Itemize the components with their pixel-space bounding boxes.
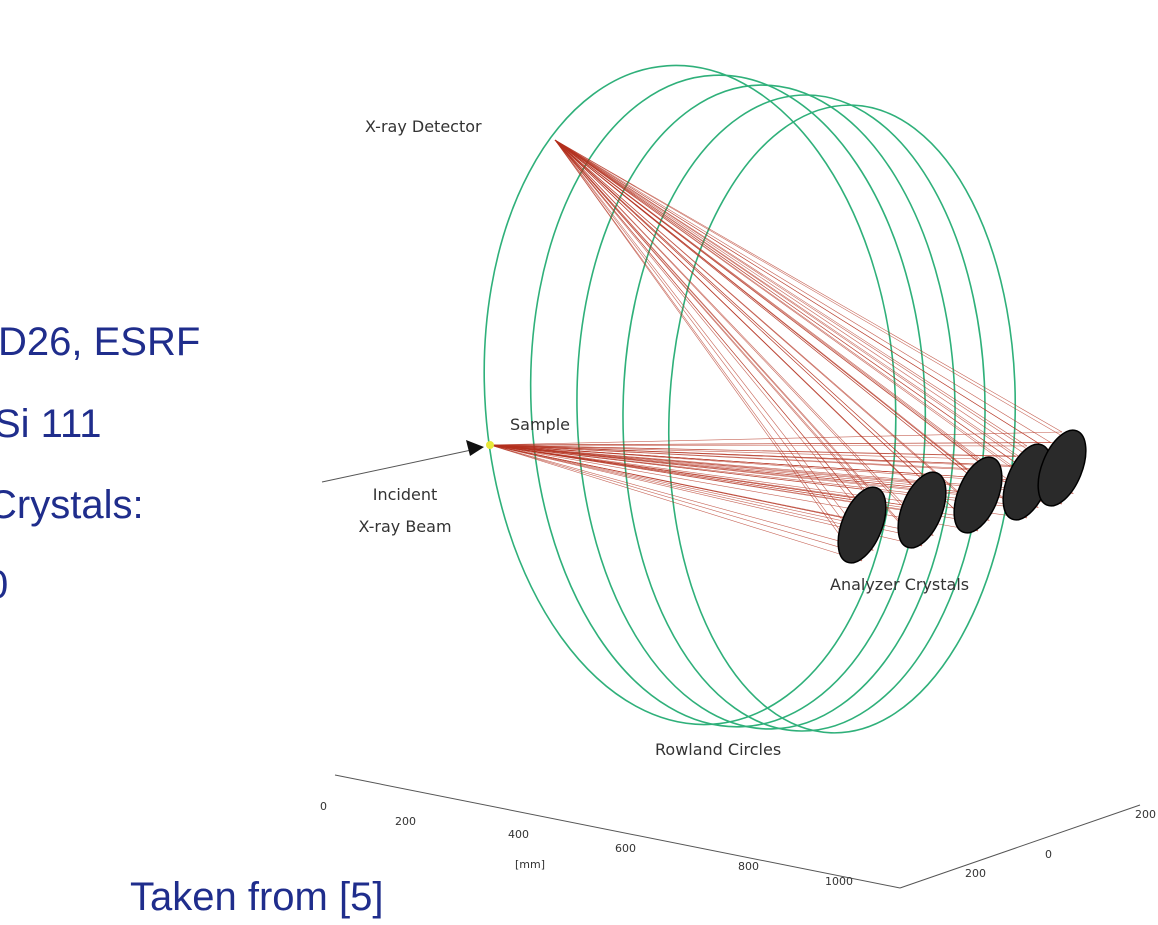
crystal xyxy=(837,486,887,564)
ray xyxy=(489,444,1028,447)
ray xyxy=(554,139,1012,483)
ray xyxy=(489,444,911,536)
rowland-circle xyxy=(622,94,986,732)
beam-label: X-ray Beam xyxy=(358,517,451,536)
y-tick-label: 200 xyxy=(1135,808,1156,821)
ray xyxy=(489,442,1074,446)
x-tick-label: 600 xyxy=(615,842,636,855)
beam-arrow xyxy=(321,448,477,483)
ray xyxy=(554,139,934,485)
sample-point xyxy=(486,441,494,449)
ray xyxy=(489,431,1063,446)
ray xyxy=(554,139,1074,494)
ray xyxy=(489,444,979,532)
ray xyxy=(554,139,1079,469)
detector-label: X-ray Detector xyxy=(365,117,482,136)
ray xyxy=(554,139,1074,443)
crystal xyxy=(1037,429,1087,507)
ray xyxy=(554,139,907,511)
rowland-circle xyxy=(576,84,956,730)
sample-label: Sample xyxy=(510,415,570,434)
ray xyxy=(554,139,1016,457)
crystal xyxy=(953,456,1003,534)
y-tick-label: 200 xyxy=(965,867,986,880)
ray xyxy=(554,139,939,511)
ray xyxy=(489,444,874,551)
ray xyxy=(554,139,1028,447)
ray xyxy=(489,444,967,521)
ray xyxy=(554,139,851,500)
ray xyxy=(554,139,963,496)
ray xyxy=(554,139,1063,505)
ray xyxy=(554,139,1039,508)
slide-line: Si 111 xyxy=(0,402,101,446)
analyzer-crystals xyxy=(837,429,1087,564)
ray xyxy=(489,444,847,526)
ray xyxy=(489,444,990,470)
ray xyxy=(554,139,995,496)
ray xyxy=(554,139,934,536)
ray xyxy=(554,139,879,526)
crystals-label: Analyzer Crystals xyxy=(830,575,969,594)
ray xyxy=(489,444,1044,483)
ray xyxy=(489,444,1039,508)
ray xyxy=(489,444,911,485)
rowland-circle xyxy=(667,104,1017,734)
rowland-circles xyxy=(483,64,1017,734)
ray xyxy=(554,139,1063,433)
ray xyxy=(489,444,979,460)
ray xyxy=(554,139,1051,443)
rays xyxy=(489,139,1079,562)
ray xyxy=(489,444,1039,457)
x-tick-label: 200 xyxy=(395,815,416,828)
beam-label: Incident xyxy=(373,485,438,504)
x-tick-label: 1000 xyxy=(825,875,853,888)
circles-label: Rowland Circles xyxy=(655,740,781,759)
ray xyxy=(554,139,874,500)
ray xyxy=(554,139,1016,508)
ray xyxy=(554,139,1047,469)
ray xyxy=(554,139,874,551)
ray xyxy=(489,444,863,562)
slide-line: Crystals: xyxy=(0,483,144,527)
ray xyxy=(489,444,851,551)
source-note: Taken from [5] xyxy=(130,875,383,919)
x-axis xyxy=(334,774,901,889)
x-tick-label: 0 xyxy=(320,800,327,813)
ray xyxy=(489,444,1051,494)
y-axis xyxy=(899,804,1141,889)
ray xyxy=(554,139,1051,494)
ray xyxy=(554,139,1039,457)
slide-line: D26, ESRF xyxy=(0,320,200,364)
ray xyxy=(554,139,967,521)
arrow-head xyxy=(466,440,484,456)
ray xyxy=(554,139,863,562)
x-tick-label: 400 xyxy=(508,828,529,841)
crystal xyxy=(897,471,947,549)
y-tick-label: 0 xyxy=(1045,848,1052,861)
ray xyxy=(489,444,995,496)
slide-line: 0 xyxy=(0,563,8,607)
ray xyxy=(554,139,1044,483)
x-axis-unit: [mm] xyxy=(515,858,545,871)
x-tick-label: 800 xyxy=(738,860,759,873)
